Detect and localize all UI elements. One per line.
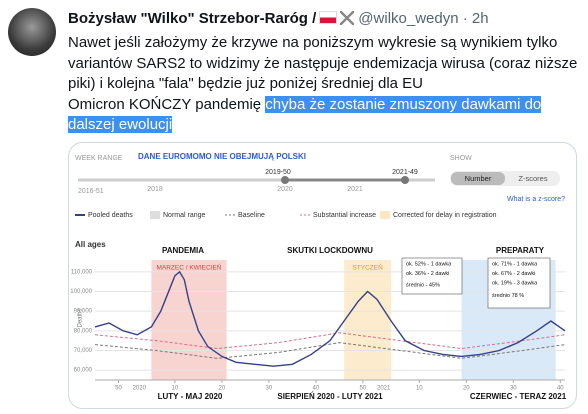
slider-label: 2020 (277, 186, 293, 193)
x-tick-label: 40 (557, 386, 564, 392)
y-tick-label: 100,000 (70, 289, 92, 295)
slider-label: 2021 (347, 186, 363, 193)
x-tick-label: 30 (266, 386, 273, 392)
annotation-line: ok. 19% - 3 dawka (492, 280, 538, 286)
x-tick-label: 30 (510, 386, 517, 392)
period-range: LUTY - MAJ 2020 (158, 392, 223, 401)
toggle-option[interactable]: Z-scores (518, 174, 547, 183)
avatar[interactable] (8, 8, 56, 56)
annotation-line: ok. 67% - 2 dawki (492, 271, 535, 277)
author-name[interactable]: Bożysław "Wilko" Strzebor-Raróg / (68, 10, 317, 27)
toggle-selected[interactable] (451, 172, 505, 185)
period-range: CZERWIEC - TERAZ 2021 (470, 392, 567, 401)
text-line: Omicron KOŃCZY pandemię chyba że zostani… (68, 95, 577, 116)
legend-label: Substantial increase (313, 212, 376, 219)
year-label: 2021 (377, 386, 391, 392)
banner: DANE EUROMOMO NIE OBEJMUJĄ POLSKI (138, 152, 306, 161)
annotation-line: ok. 71% - 1 dawka (492, 261, 538, 267)
separator: · (462, 10, 468, 27)
legend-swatch (380, 211, 390, 219)
z-score-link[interactable]: What is a z-score? (507, 196, 565, 203)
region (344, 260, 392, 380)
text-part: Omicron KOŃCZY pandemię (68, 95, 262, 113)
x-tick-label: 10 (416, 386, 423, 392)
annotation-line: średnio - 45% (406, 282, 440, 288)
time[interactable]: 2h (471, 10, 489, 27)
region-label: STYCZEŃ (352, 263, 383, 272)
slider-selected: 2021-49 (392, 169, 418, 176)
annotation-line: ok. 36% - 2 dawki (406, 271, 449, 277)
toggle-option[interactable]: Number (465, 174, 492, 183)
y-tick-label: 70,000 (74, 348, 93, 354)
annotation-box (487, 257, 551, 309)
legend-label: Baseline (238, 212, 265, 219)
annotation-box (401, 257, 463, 295)
slider-handle[interactable] (401, 176, 409, 184)
slider-selected: 2019-50 (265, 169, 291, 176)
slider-label: 2016-51 (78, 188, 104, 195)
handle[interactable]: @wilko_wedyn (358, 10, 459, 27)
week-range-label: WEEK RANGE (75, 155, 123, 162)
legend-swatch (150, 211, 160, 219)
slider-handle[interactable] (281, 176, 289, 184)
swords-icon (340, 11, 355, 25)
highlight: dalszej ewolucji (68, 116, 173, 133)
annotation-line: ok. 52% - 1 dawka (406, 261, 452, 267)
period-title: PREPARATY (496, 246, 545, 255)
y-tick-label: 60,000 (74, 368, 93, 374)
series-line (94, 270, 566, 367)
x-tick-label: 40 (313, 386, 320, 392)
region (151, 260, 227, 380)
annotation-line: średnio 78 % (492, 293, 524, 299)
slider-label: 2018 (147, 186, 163, 193)
y-axis-label: Deaths (78, 308, 84, 327)
year-label: 2020 (133, 386, 147, 392)
tweet-header: Bożysław "Wilko" Strzebor-Raróg / @wilko_… (68, 10, 489, 27)
period-title: PANDEMIA (162, 246, 204, 255)
series-line (94, 342, 566, 359)
x-tick-label: 10 (172, 386, 179, 392)
text-line: Nawet jeśli założymy że krzywe na poniżs… (68, 34, 558, 51)
flag-icon (319, 11, 338, 24)
region-label: MARZEC / KWIECIEŃ (156, 263, 221, 272)
series-line (94, 332, 566, 350)
text-line: variantów SARS2 to widzimy że następuje … (68, 54, 578, 72)
y-tick-label: 90,000 (74, 309, 93, 315)
x-tick-label: 20 (219, 386, 226, 392)
x-tick-label: 50 (115, 386, 122, 392)
period-title: SKUTKI LOCKDOWNU (287, 246, 373, 255)
y-tick-label: 110,000 (71, 269, 93, 275)
show-label: SHOW (450, 155, 472, 162)
text-line: dalszej ewolucji (68, 115, 577, 136)
tweet-text: Nawet jeśli założymy że krzywe na poniżs… (68, 33, 577, 136)
text-line: piki) i kolejna "fala" będzie już poniże… (68, 75, 424, 92)
x-tick-label: 50 (360, 386, 367, 392)
y-tick-label: 80,000 (74, 328, 93, 334)
x-tick-label: 20 (463, 386, 470, 392)
legend-label: Normal range (163, 212, 206, 219)
subtitle: All ages (75, 240, 106, 249)
legend-label: Corrected for delay in registration (393, 212, 497, 219)
legend-label: Pooled deaths (88, 212, 133, 219)
period-range: SIERPIEŃ 2020 - LUTY 2021 (277, 392, 383, 401)
highlight: chyba że zostanie zmuszony dawkami do (265, 95, 542, 113)
